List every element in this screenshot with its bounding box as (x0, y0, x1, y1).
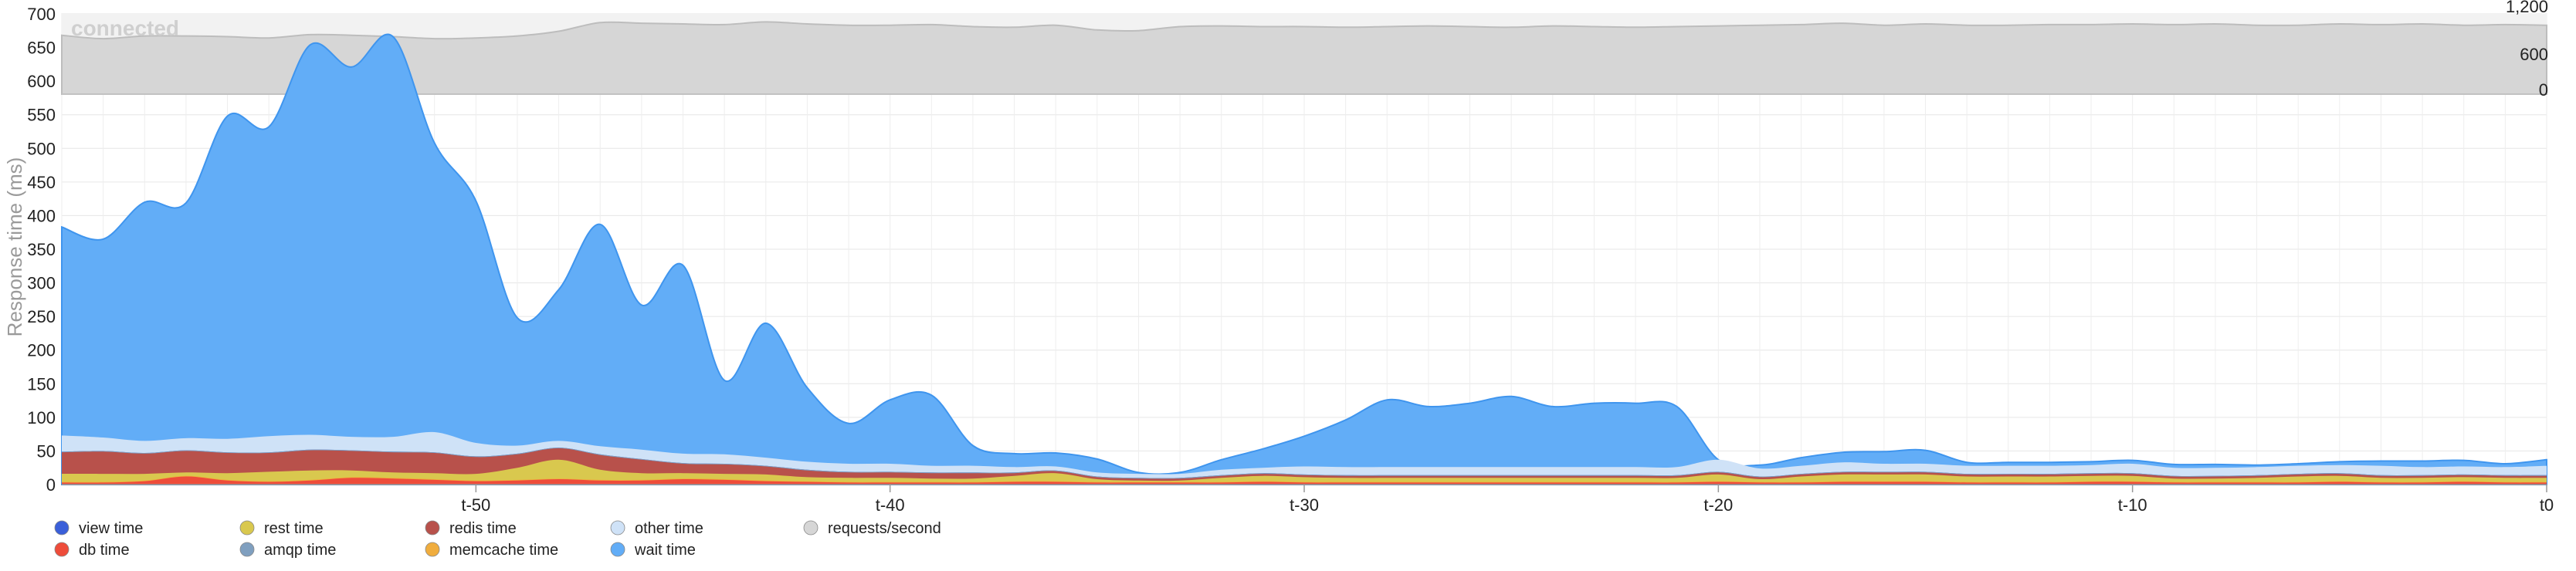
legend-item-amqp: amqp time (239, 542, 336, 559)
y-tick-label: 500 (27, 139, 56, 158)
y-tick-label: 700 (27, 5, 56, 24)
secondary-tick-label: 0 (2539, 80, 2548, 100)
y-tick-label: 350 (27, 240, 56, 259)
y-tick-label: 150 (27, 374, 56, 394)
x-tick-label: t-30 (1290, 495, 1319, 515)
y-tick-label: 100 (27, 408, 56, 427)
legend-label: rest time (264, 520, 324, 537)
series-rest-area (62, 459, 2547, 485)
legend-label: requests/second (828, 520, 941, 537)
legend-swatch-requests (803, 520, 819, 536)
connection-status: connected (71, 16, 179, 40)
legend-label: memcache time (449, 542, 558, 559)
legend-swatch-redis (425, 520, 440, 536)
requests-panel (61, 14, 2547, 95)
legend-swatch-rest (239, 520, 255, 536)
legend-label: wait time (634, 542, 696, 559)
legend-label: db time (79, 542, 130, 559)
legend-item-requests: requests/second (803, 520, 941, 537)
y-tick-label: 450 (27, 173, 56, 192)
series-wait-area (61, 33, 2547, 485)
legend-label: redis time (449, 520, 517, 537)
x-tick-label: t-40 (876, 495, 905, 515)
series-db-area (62, 476, 2547, 485)
legend-item-rest: rest time (239, 520, 324, 537)
legend-swatch-memcache (425, 542, 440, 557)
y-tick-label: 250 (27, 307, 56, 326)
x-tick-label: t-50 (461, 495, 490, 515)
legend-item-wait: wait time (610, 542, 696, 559)
y-tick-label: 650 (27, 39, 56, 58)
legend-item-memcache: memcache time (425, 542, 558, 559)
secondary-tick-label: 600 (2520, 45, 2548, 64)
y-tick-label: 50 (37, 441, 56, 461)
x-tick-label: t0 (2540, 495, 2554, 515)
legend-swatch-wait (610, 542, 625, 557)
y-tick-label: 0 (46, 475, 56, 495)
legend-swatch-view (54, 520, 69, 536)
x-tick-label: t-10 (2118, 495, 2147, 515)
x-tick-label: t-20 (1703, 495, 1733, 515)
y-tick-label: 200 (27, 341, 56, 360)
legend-label: other time (635, 520, 703, 537)
y-tick-label: 550 (27, 106, 56, 125)
legend-label: view time (79, 520, 143, 537)
stacked-areas (61, 33, 2547, 485)
legend-item-db: db time (54, 542, 130, 559)
y-tick-label: 600 (27, 72, 56, 91)
legend-item-view: view time (54, 520, 143, 537)
legend-swatch-amqp (239, 542, 255, 557)
secondary-tick-label: 1,200 (2506, 0, 2548, 16)
axes: 0 50 100 150 200 250 300 350 400 450 500 550 600 650 7… (27, 0, 2554, 515)
legend-item-other: other time (610, 520, 703, 537)
legend-label: amqp time (264, 542, 336, 559)
series-requests-per-second (61, 21, 2547, 95)
legend-swatch-db (54, 542, 69, 557)
legend-swatch-other (610, 520, 625, 536)
y-tick-label: 400 (27, 206, 56, 225)
legend: view time db time rest time amqp time redis … (54, 520, 941, 559)
legend-item-redis: redis time (425, 520, 517, 537)
y-tick-label: 300 (27, 274, 56, 293)
y-axis-title: Response time (ms) (3, 157, 26, 337)
